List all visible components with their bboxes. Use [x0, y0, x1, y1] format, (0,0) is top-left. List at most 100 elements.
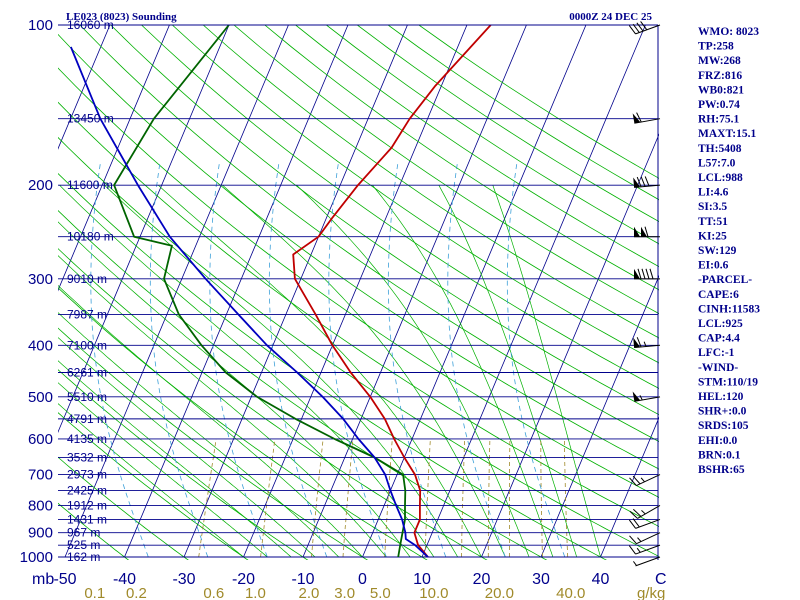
dry-adiabat-line — [58, 369, 309, 560]
isotherm-line — [243, 25, 468, 558]
isotherm-line — [600, 416, 659, 558]
wet-bulb-line — [328, 160, 387, 558]
isotherm-line — [58, 25, 170, 292]
wind-barb-flag — [641, 268, 646, 279]
dry-adiabat-line — [172, 25, 659, 364]
dry-adiabat-line — [58, 101, 659, 527]
parcel-line — [70, 46, 429, 558]
index-line: WMO: 8023 — [698, 26, 759, 38]
temperature-tick-label: 0 — [358, 571, 367, 588]
temperature-tick-label: -50 — [53, 571, 76, 588]
moist-adiabat-line — [58, 221, 411, 558]
index-line: -PARCEL- — [698, 274, 752, 286]
x-unit-label: C — [655, 571, 667, 588]
index-line: BRN:0.1 — [698, 449, 741, 461]
wind-barb-flag — [632, 518, 640, 528]
moist-adiabat-line — [58, 403, 244, 558]
wind-barb-flag — [640, 21, 648, 31]
dry-adiabat-line — [58, 502, 130, 560]
height-label: 11600 m — [67, 178, 113, 192]
wind-barb-flag — [628, 25, 636, 35]
index-line: KI:25 — [698, 230, 727, 242]
sounding-series — [70, 25, 492, 558]
index-line: PW:0.74 — [698, 99, 740, 111]
index-line: LCL:925 — [698, 318, 743, 330]
isotherm-line — [540, 275, 659, 558]
index-line: MW:268 — [698, 55, 741, 67]
wind-barb-staff — [635, 556, 661, 567]
sounding-time: 0000Z 24 DEC 25 — [569, 11, 652, 23]
index-line: TT:51 — [698, 216, 728, 228]
temperature-tick-label: 30 — [532, 571, 550, 588]
index-line: SW:129 — [698, 245, 737, 257]
height-label: 525 m — [67, 538, 100, 552]
temperature-tick-label: -30 — [172, 571, 195, 588]
pressure-tick-label: 100 — [28, 17, 53, 34]
wind-barb — [628, 518, 661, 529]
isobars — [58, 24, 658, 558]
height-label: 967 m — [67, 526, 100, 540]
dry-adiabat-line — [202, 25, 659, 339]
height-label: 6261 m — [67, 366, 107, 380]
height-label: 13450 m — [67, 112, 114, 126]
index-line: HEL:120 — [698, 391, 744, 403]
wind-barb-flag — [649, 268, 654, 279]
pressure-tick-label: 600 — [28, 431, 53, 448]
dry-adiabat-line — [295, 25, 659, 268]
wind-barb-flag — [636, 176, 642, 187]
isotherm-line — [481, 133, 659, 558]
index-line: TP:258 — [698, 41, 734, 53]
moist-adiabat-line — [58, 337, 316, 558]
temperature-tick-label: -40 — [113, 571, 136, 588]
wind-barb-flag — [644, 226, 649, 237]
pressure-tick-label: 800 — [28, 497, 53, 514]
isotherm-line — [302, 25, 527, 558]
index-line: SI:3.5 — [698, 201, 727, 213]
wind-barb — [632, 391, 661, 402]
wind-barb — [629, 505, 661, 519]
temperature-tick-label: 40 — [592, 571, 610, 588]
index-line: CINH:11583 — [698, 303, 760, 315]
wind-barb-pennant — [634, 268, 640, 279]
temperature-tick-label: -10 — [291, 571, 314, 588]
index-line: SRDS:105 — [698, 420, 749, 432]
height-label: 4135 m — [67, 432, 107, 446]
wet-bulb-line — [387, 160, 447, 558]
wind-barb-staff — [636, 532, 661, 545]
wind-barb — [629, 474, 661, 487]
height-label: 2973 m — [67, 468, 107, 482]
pressure-tick-label: 200 — [28, 177, 53, 194]
wind-barb-staff — [635, 24, 661, 35]
mixing-ratio-label: 2.0 — [299, 585, 320, 600]
wind-barb-flag — [632, 475, 641, 485]
wind-barb-pennant — [632, 391, 641, 402]
wind-barb-staff — [635, 518, 661, 529]
temperature-line — [292, 25, 492, 558]
wind-barb-staff — [635, 544, 661, 555]
wind-barb-staff — [634, 184, 661, 188]
index-line: STM:110/19 — [698, 376, 758, 388]
height-label: 162 m — [67, 550, 100, 564]
station-title: LE023 (8023) Sounding — [66, 11, 177, 23]
index-line: CAP:4.4 — [698, 333, 740, 345]
wet-bulb-line — [268, 160, 328, 558]
dry-adiabat-line — [58, 456, 189, 560]
height-label: 3532 m — [67, 450, 107, 464]
wind-barb-flag — [628, 519, 636, 529]
isotherm-line — [58, 25, 111, 150]
wind-barb-half-flag — [636, 547, 641, 553]
temperature-tick-label: 20 — [473, 571, 491, 588]
height-label: 9010 m — [67, 272, 107, 286]
dry-adiabat-line — [58, 412, 249, 560]
mixing-unit-label: g/kg — [637, 585, 665, 600]
dry-adiabat-line — [58, 287, 428, 560]
wind-barb-flag — [629, 535, 637, 544]
wind-barb — [633, 176, 661, 188]
dry-adiabat-line — [141, 25, 659, 389]
wind-barb-staff — [637, 505, 661, 519]
wind-barb-half-flag — [643, 341, 647, 347]
height-label: 2425 m — [67, 484, 107, 498]
wind-barb-flag — [640, 176, 646, 187]
dry-adiabat-line — [58, 327, 369, 560]
